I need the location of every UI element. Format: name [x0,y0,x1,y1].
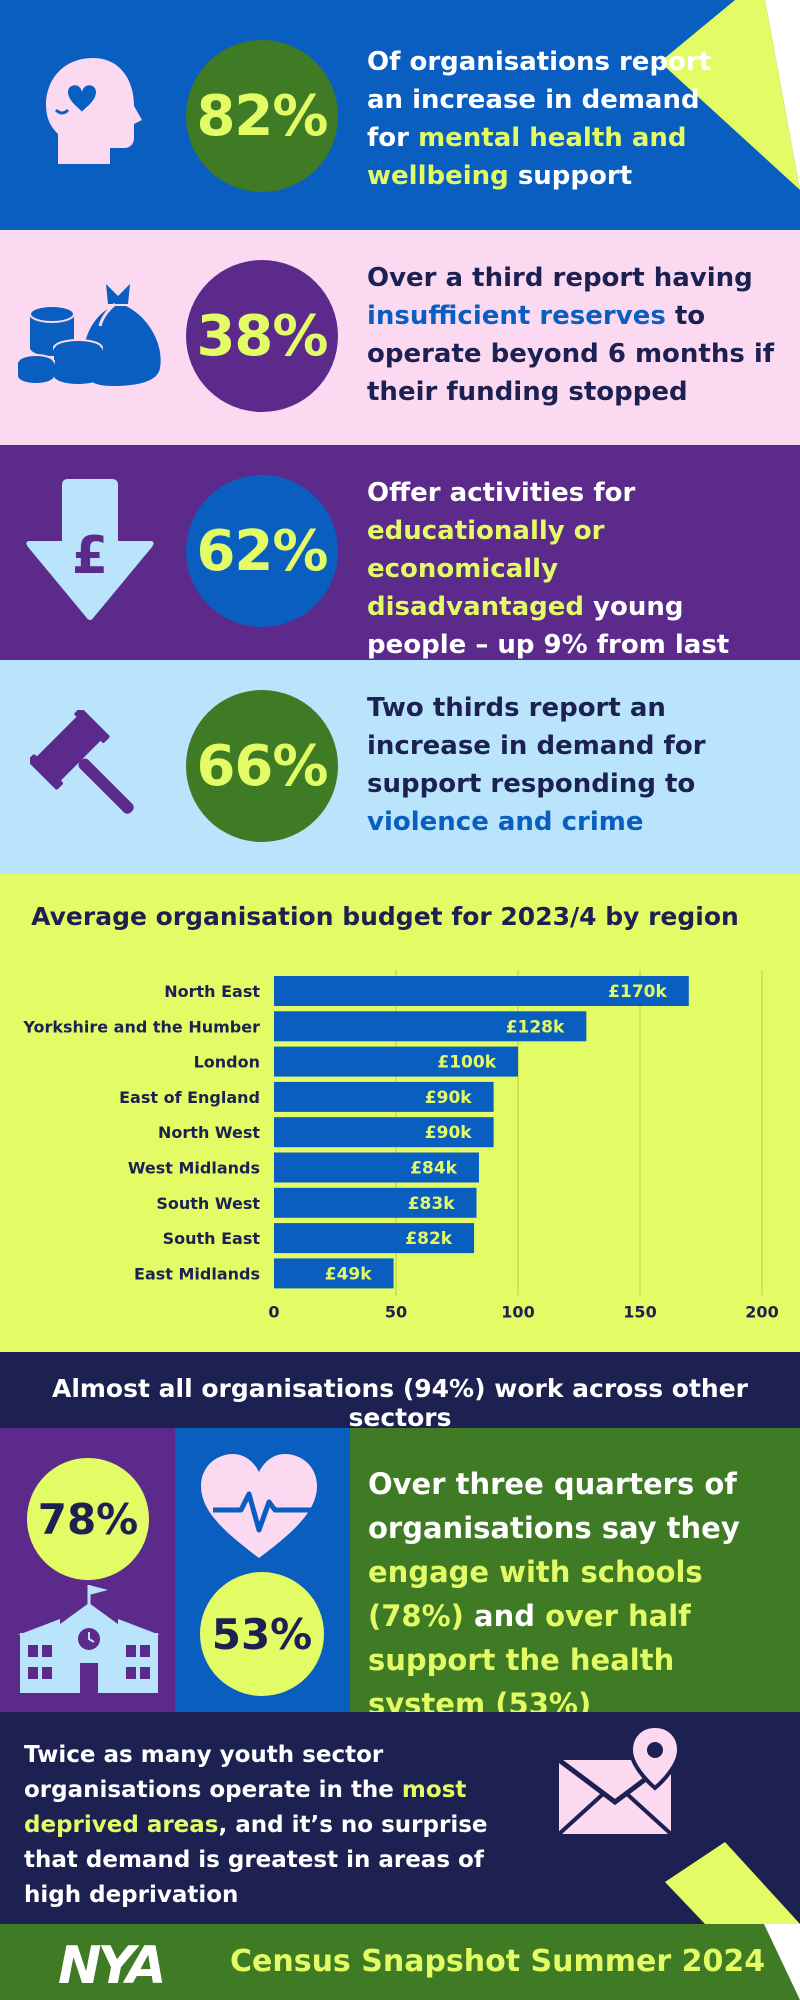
bar [274,1011,587,1042]
category-label: East Midlands [134,1264,260,1283]
data-label: £90k [425,1088,472,1108]
bar [274,1152,479,1183]
data-label: £49k [325,1264,372,1284]
stat-text-highlight: violence and crime [367,807,644,837]
envelope-location-pin-icon [557,1723,682,1836]
budget-chart-section: Average organisation budget for 2023/4 b… [0,874,800,1352]
pound-down-arrow-icon: £ [26,479,154,620]
chart-title: Average organisation budget for 2023/4 b… [31,902,739,931]
x-tick-label: 0 [268,1303,279,1322]
stat-band-disadvantaged: £ 62% Offer activities for educationally… [0,445,800,660]
sectors-panel: 78% 53% Over three quarters of organisat… [0,1428,800,1712]
schools-value-badge: 78% [27,1458,149,1580]
category-label: West Midlands [128,1159,260,1178]
x-tick-label: 50 [385,1303,407,1322]
x-tick-label: 200 [745,1303,778,1322]
stat-description: Two thirds report an increase in demand … [367,689,727,841]
x-tick-label: 100 [501,1303,534,1322]
stat-band-reserves: 38% Over a third report having insuffici… [0,230,800,445]
health-value-badge: 53% [200,1572,324,1696]
data-label: £128k [506,1017,565,1037]
deprivation-text-highlight: most deprived areas [24,1777,467,1838]
head-heart-icon [46,58,142,164]
category-label: North West [158,1123,260,1142]
footer-corner-decoration [764,1924,800,2000]
heart-pulse-icon [201,1454,319,1558]
sectors-text-highlight: over half support the health system (53%… [368,1599,691,1712]
bar [274,1258,394,1289]
stat-band-mental-health: 82% Of organisations report an increase … [0,0,800,230]
data-label: £100k [437,1053,496,1073]
data-label: £83k [408,1194,455,1214]
sectors-heading: Almost all organisations (94%) work acro… [51,1374,749,1428]
stat-band-violence-crime: 66% Two thirds report an increase in dem… [0,660,800,874]
stat-text-part: Over a third report having [367,263,753,293]
sectors-text-highlight: engage with schools (78%) [368,1555,703,1633]
bar [274,976,689,1006]
data-label: £84k [410,1159,457,1179]
bar [274,1081,494,1112]
sectors-text-part: and [463,1599,546,1633]
stat-text-part: to operate beyond 6 months if their fund… [367,301,775,407]
sectors-heading-band: Almost all organisations (94%) work acro… [0,1352,800,1428]
stat-text-highlight: insufficient reserves [367,301,666,331]
schools-panel: 78% [0,1428,175,1712]
stat-text-part: young people – up 9% from last year [367,592,730,660]
category-label: South East [163,1229,261,1248]
svg-text:£: £ [72,526,108,586]
category-label: Yorkshire and the Humber [22,1017,260,1036]
sectors-description: Over three quarters of organisations say… [368,1462,788,1712]
stat-text-part: Of organisations report an increase in d… [367,47,712,153]
footer-title: Census Snapshot Summer 2024 [230,1944,766,1979]
deprivation-text: Twice as many youth sector organisations… [24,1738,544,1913]
sectors-text-part: Over three quarters of organisations say… [368,1467,740,1545]
stat-text-highlight: mental health and wellbeing [367,123,687,191]
school-building-icon [18,1585,160,1693]
gavel-icon [30,710,134,814]
stat-value-badge: 82% [186,40,338,192]
x-tick-label: 150 [623,1303,656,1322]
budget-bar-chart: Average organisation budget for 2023/4 b… [22,902,778,1322]
stat-value-badge: 38% [186,260,338,412]
category-label: London [194,1053,260,1072]
stat-text-part: support [508,161,633,191]
stat-text-highlight: educationally or economically disadvanta… [367,516,605,622]
bar [274,1117,494,1148]
deprivation-band: Twice as many youth sector organisations… [0,1712,800,1924]
category-label: North East [164,982,260,1001]
stat-description: Of organisations report an increase in d… [367,43,737,195]
deprivation-text-part: , and it’s no surprise that demand is gr… [24,1812,488,1908]
stat-text-part: Offer activities for [367,478,636,508]
data-label: £90k [425,1123,472,1143]
stat-value-badge: 66% [186,690,338,842]
data-label: £82k [405,1229,452,1249]
money-bag-coins-icon [18,284,161,386]
stat-text-part: Two thirds report an increase in demand … [367,693,706,799]
corner-triangle-decoration [665,1842,800,1924]
nya-logo: NYA [58,1936,166,1996]
stat-description: Offer activities for educationally or ec… [367,474,777,660]
stat-value-badge: 62% [186,475,338,627]
stat-description: Over a third report having insufficient … [367,259,777,411]
corner-triangle-decoration [660,0,800,190]
data-label: £170k [608,982,667,1002]
bar [274,1187,477,1218]
deprivation-text-part: Twice as many youth sector organisations… [24,1742,402,1803]
bar [274,1046,518,1077]
category-label: South West [156,1194,260,1213]
health-panel: 53% [175,1428,350,1712]
category-label: East of England [119,1088,260,1107]
bar [274,1223,475,1254]
footer: NYA Census Snapshot Summer 2024 [0,1924,800,2000]
